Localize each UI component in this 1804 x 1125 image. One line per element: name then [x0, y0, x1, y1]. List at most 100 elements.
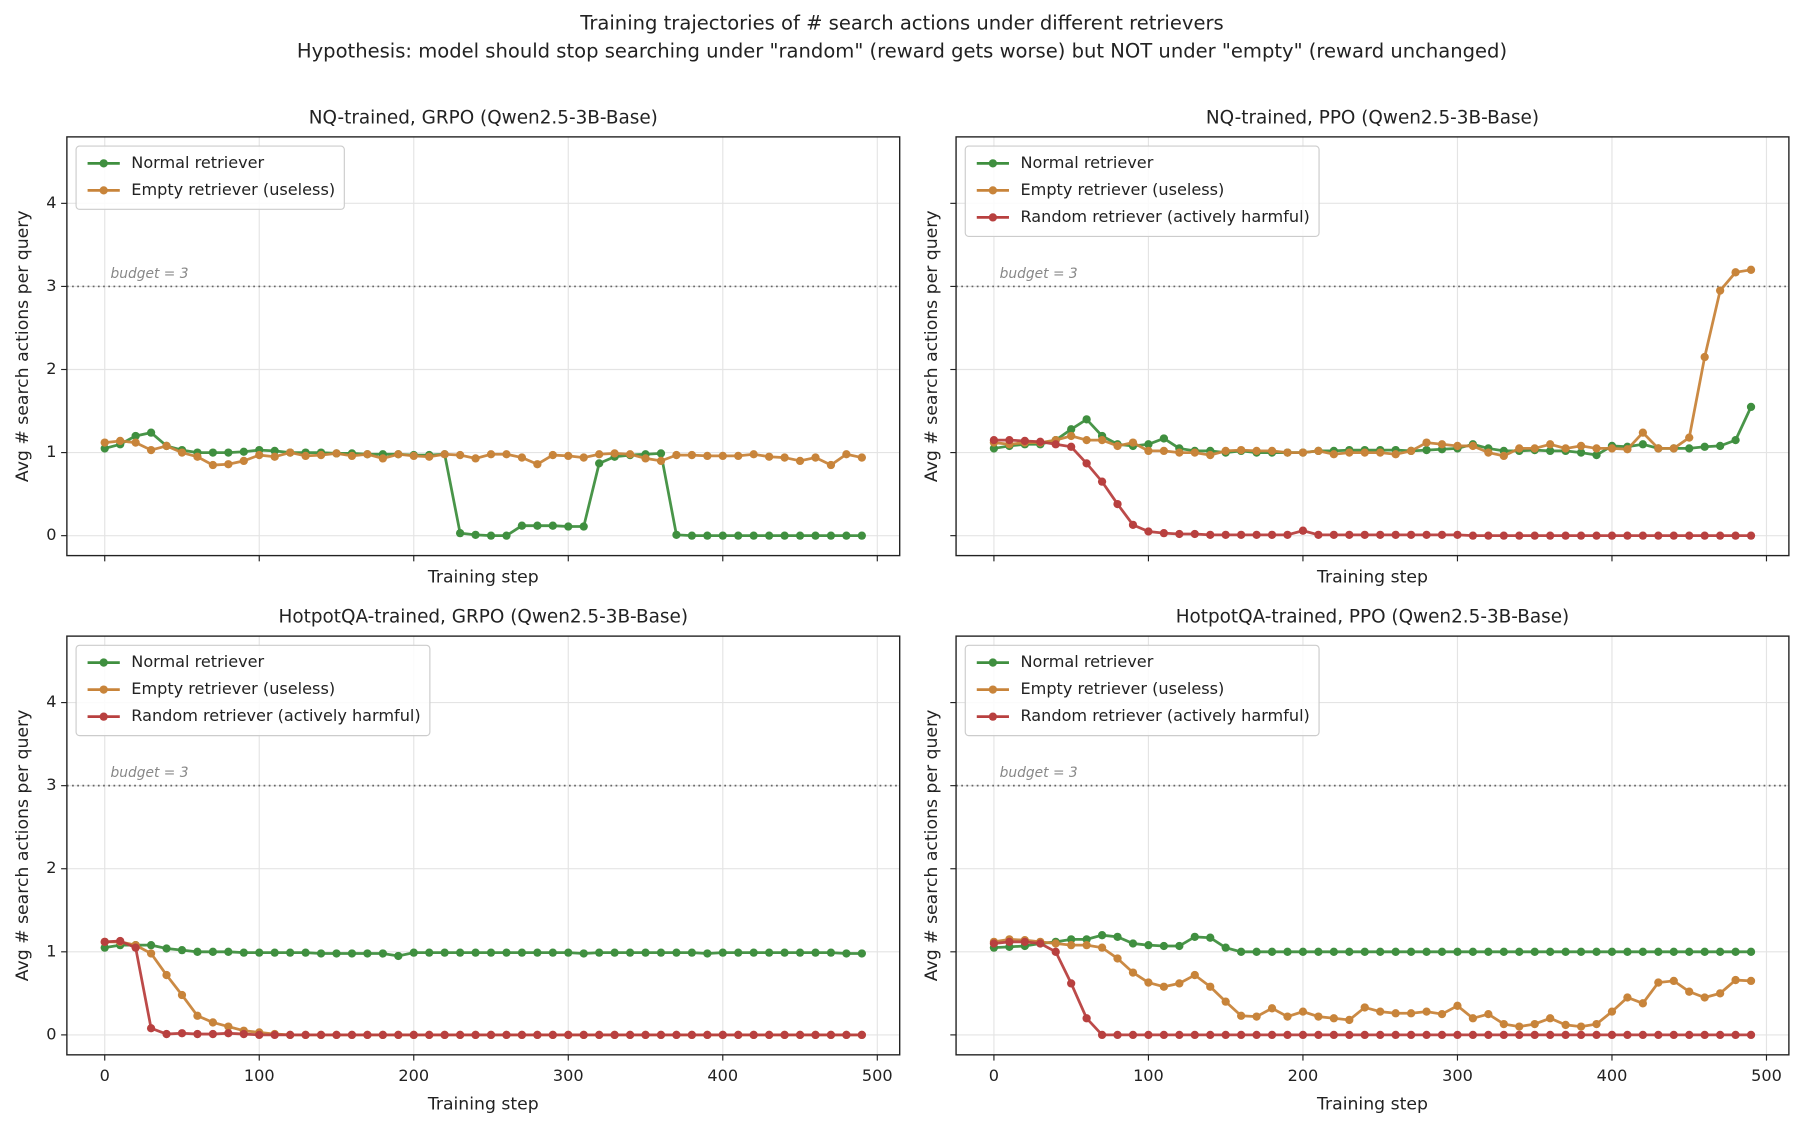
series-point: [116, 436, 125, 446]
series-point: [548, 948, 557, 957]
y-axis-label: Avg # search actions per query: [13, 710, 33, 982]
series-point: [440, 948, 449, 957]
series-point: [548, 450, 557, 460]
legend-label: Empty retriever (useless): [1020, 679, 1224, 698]
series-point: [1067, 431, 1076, 441]
series-point: [795, 531, 805, 540]
series-point: [703, 531, 712, 540]
series-point: [1592, 1019, 1601, 1029]
series-point: [1252, 947, 1261, 956]
series-point: [1391, 947, 1400, 956]
plot-frame: [955, 136, 1790, 557]
series-point: [177, 448, 187, 457]
series-point: [1221, 997, 1230, 1006]
series-point: [1236, 1030, 1246, 1040]
series-point: [100, 937, 109, 946]
series-point: [1607, 1007, 1617, 1016]
series-point: [1283, 448, 1292, 457]
series-point: [1221, 1030, 1230, 1040]
series-point: [1499, 1030, 1508, 1040]
series-point: [1144, 978, 1153, 987]
series-point: [100, 438, 109, 447]
series-point: [1669, 1030, 1678, 1040]
series-point: [208, 460, 218, 470]
series-point: [1561, 1020, 1570, 1030]
series-point: [1700, 1030, 1709, 1040]
legend-marker: [99, 685, 108, 694]
series-point: [1159, 434, 1169, 443]
series-point: [595, 450, 604, 459]
series-point: [1082, 935, 1091, 944]
series-point: [656, 449, 666, 458]
series-point: [548, 1030, 557, 1040]
legend-box: [964, 145, 1320, 237]
series-point: [1453, 441, 1462, 451]
series-point: [734, 1030, 743, 1040]
series-point: [533, 460, 542, 469]
series-point: [1190, 1030, 1199, 1040]
series-point: [1267, 947, 1277, 956]
series-point: [1283, 530, 1292, 539]
plot-frame: [66, 136, 901, 557]
series-point: [394, 1030, 403, 1040]
series-line: [104, 431, 862, 538]
series-point: [687, 450, 697, 460]
series-point: [146, 428, 156, 437]
series-point: [517, 1030, 527, 1040]
series-point: [1051, 440, 1060, 449]
series-point: [1561, 444, 1570, 453]
series-line: [993, 940, 1752, 1037]
series-point: [162, 944, 171, 953]
series-point: [1113, 499, 1122, 509]
series-point: [363, 949, 372, 958]
series-point: [548, 521, 557, 530]
series-point: [270, 1030, 279, 1040]
series-point: [1206, 933, 1215, 942]
reference-label: budget = 3: [1000, 765, 1078, 781]
series-point: [1715, 441, 1725, 451]
series-point: [1360, 1030, 1369, 1040]
legend-label: Empty retriever (useless): [1020, 180, 1224, 199]
series-point: [1128, 438, 1138, 447]
subplot-title: NQ-trained, PPO (Qwen2.5-3B-Base): [1206, 107, 1539, 128]
series-point: [162, 970, 171, 980]
series-point: [1128, 939, 1138, 948]
series-point: [625, 948, 635, 957]
legend-label: Empty retriever (useless): [131, 180, 335, 199]
series-point: [1067, 442, 1076, 451]
series-point: [1314, 947, 1323, 956]
series-point: [1530, 1030, 1539, 1040]
subplot-title: NQ-trained, GRPO (Qwen2.5-3B-Base): [309, 107, 658, 128]
series-point: [1530, 531, 1539, 540]
series-point: [656, 456, 666, 466]
series-point: [1190, 970, 1199, 980]
series-point: [1546, 531, 1555, 540]
series-point: [208, 448, 218, 457]
series-point: [842, 450, 851, 459]
series-point: [239, 1029, 248, 1039]
series-point: [177, 1029, 187, 1038]
series-point: [842, 1030, 851, 1040]
series-point: [687, 948, 697, 957]
series-point: [1283, 1030, 1292, 1040]
series-point: [1592, 947, 1601, 956]
y-tick-label: 1: [46, 941, 56, 960]
series-point: [1422, 1007, 1431, 1016]
series-point: [533, 521, 542, 530]
series-point: [672, 450, 681, 460]
series-point: [811, 453, 820, 462]
series-point: [1453, 947, 1462, 956]
x-tick-label: 400: [707, 1066, 738, 1085]
legend-box: [75, 644, 431, 737]
series-point: [1530, 444, 1539, 453]
series-point: [1499, 451, 1508, 461]
series-point: [378, 949, 387, 958]
series-point: [162, 1029, 171, 1039]
series-point: [239, 948, 248, 957]
x-tick-label: 500: [862, 1066, 893, 1085]
series-point: [564, 1030, 573, 1040]
series-point: [734, 948, 743, 957]
series-point: [1515, 1030, 1524, 1040]
series-point: [1546, 440, 1555, 449]
series-point: [1128, 520, 1138, 530]
